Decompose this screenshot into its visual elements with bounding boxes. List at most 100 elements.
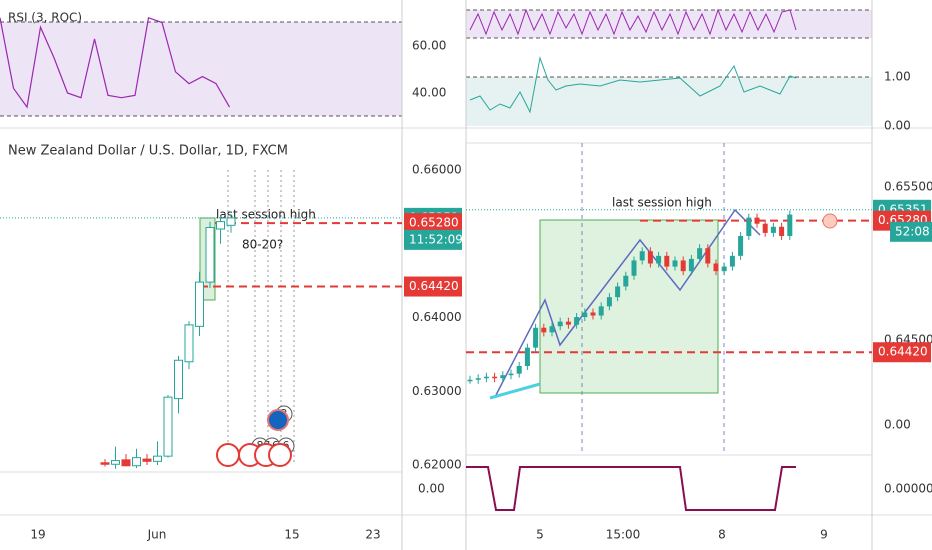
chart-title: New Zealand Dollar / U.S. Dollar, 1D, FX… [8,144,288,159]
candle-body [541,327,547,333]
price-tick: 0.63000 [412,384,462,398]
candle-body [688,258,694,272]
candle-body [787,214,793,236]
candle-body [705,248,711,264]
candle-body [565,321,571,325]
bottom-osc [466,466,796,511]
date-label: 15:00 [606,528,641,542]
candle-body [647,251,653,264]
price-tick: 0.65500 [884,180,932,194]
candle-body [557,321,563,327]
candle-body [492,376,498,379]
flag-badge [216,443,240,467]
price-badge-text: 0.65280 [409,216,459,230]
countdown-badge [404,229,462,250]
countdown-badge [890,221,932,242]
price-badge-text: 0.64420 [409,279,459,293]
right-osc-line [469,56,797,114]
candle-body [639,251,645,261]
price-tick: 0.64000 [412,310,462,324]
zero-label: 0.00 [884,418,911,432]
candle-body [508,373,514,376]
date-label: 19 [30,528,45,542]
rsi-tick: 60.00 [412,39,446,53]
candle-body [615,286,621,298]
zigzag [495,208,761,396]
candle-body [524,347,530,367]
candle-body [500,375,506,379]
price-badge [873,342,931,363]
annotation: 80-20? [242,238,283,252]
candle-body [590,312,596,316]
countdown: 11:52:09 [409,232,463,246]
osc-tick: 0.00 [418,482,445,496]
date-label: 15 [284,528,299,542]
candle-body [483,376,489,379]
rsi-line [0,17,231,109]
candle-body [516,366,522,374]
candle-body [533,327,539,348]
candle-body [205,227,215,283]
candle-body [111,460,120,465]
date-label: 9 [820,528,828,542]
candle-body [770,226,776,233]
date-label: Jun [147,528,167,542]
rsi-tick: 40.00 [412,86,446,100]
candle-body [142,458,152,462]
candle-body [656,255,662,264]
indicator-label: RSI (3, ROC) [8,11,82,25]
candle-body [195,281,204,327]
candle-body [729,255,735,267]
candle-body [100,462,110,465]
candle-body [132,457,141,467]
candle-body [623,275,629,287]
candle-body [598,306,604,316]
candle-body [121,459,131,467]
annotation: last session high [612,196,712,210]
candle-body [574,317,580,325]
flag-badge [267,409,289,431]
candle-body [680,260,686,272]
candle-body [153,455,162,462]
price-badge [404,213,462,234]
date-label: 5 [536,528,544,542]
candle-body [631,260,637,276]
trendline [489,382,541,400]
candle-body [762,223,768,233]
osc-tick: 0.00 [884,119,911,133]
osc-tick: 1.00 [884,70,911,84]
osc-tick: 0.00000 [884,482,932,496]
candle-body [664,255,670,267]
date-label: 23 [365,528,380,542]
candle-body [746,217,752,236]
candle-body [467,379,473,382]
candle-body [754,217,760,224]
candle-body [738,235,744,256]
alert-badge [822,213,838,229]
candle-body [779,226,785,236]
flag-badge [268,443,292,467]
candle-body [672,260,678,267]
candle-body [582,312,588,318]
candle-body [216,221,225,230]
candle-body [549,326,555,333]
candle-body [226,217,236,226]
candle-body [606,297,612,307]
right-rsi-band [466,10,872,38]
candle-body [184,324,194,363]
date-label: 8 [718,528,726,542]
right-rsi-line [469,8,797,36]
candle-body [174,359,183,400]
candle-body [163,396,173,457]
countdown: 52:08 [895,224,930,238]
right-osc-band [466,77,872,126]
price-tick: 0.62000 [412,458,462,472]
session-box [539,219,719,394]
price-tick: 0.66000 [412,163,462,177]
price-badge-text: 0.64420 [878,345,928,359]
candle-body [713,263,719,272]
left-rsi-band [0,22,402,116]
candle-body [475,378,481,380]
price-badge [404,276,462,297]
